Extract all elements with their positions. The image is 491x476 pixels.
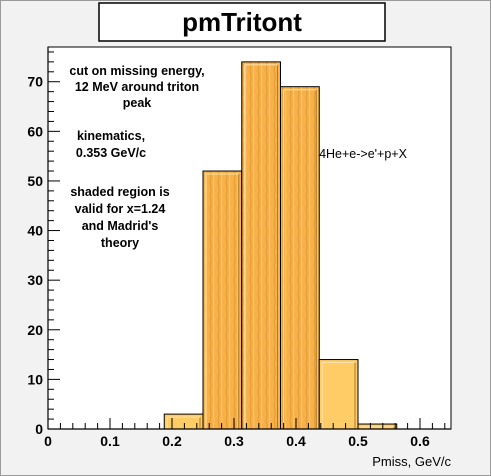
cut-text-line-2: 12 MeV around triton (75, 80, 199, 94)
histogram-bar (202, 170, 243, 430)
shaded-text-line-4: theory (101, 236, 139, 250)
x-tick-label: 0.2 (162, 433, 182, 449)
cut-text-line-3: peak (123, 96, 152, 110)
x-tick-label: 0.1 (100, 433, 120, 449)
y-tick-label: 60 (27, 123, 43, 139)
x-tick-label: 0.5 (348, 433, 368, 449)
kinematics-text-line-2: 0.353 GeV/c (76, 146, 146, 160)
histogram-bar (318, 359, 359, 430)
x-axis-label: Pmiss, GeV/c (372, 454, 451, 469)
reaction-text: 4He+e->e'+p+X (319, 147, 408, 161)
kinematics-text-line-1: kinematics, (77, 129, 145, 143)
histogram-bar (280, 86, 320, 430)
y-axis: 0 10 20 30 40 50 60 70 (27, 47, 60, 437)
y-tick-label: 10 (27, 371, 43, 387)
y-tick-label: 30 (27, 272, 43, 288)
x-tick-label: 0.6 (410, 433, 430, 449)
y-tick-label: 70 (27, 74, 43, 90)
x-tick-label: 0.4 (286, 433, 306, 449)
chart-title: pmTritont (182, 7, 302, 37)
y-tick-label: 50 (27, 173, 43, 189)
histogram-bar (241, 61, 281, 430)
x-tick-label: 0 (44, 433, 52, 449)
title-box (98, 2, 386, 42)
x-tick-label: 0.3 (224, 433, 244, 449)
shaded-text-line-2: valid for x=1.24 (75, 202, 166, 216)
y-tick-label: 0 (35, 421, 43, 437)
cut-text-line-1: cut on missing energy, (69, 64, 204, 78)
y-tick-label: 40 (27, 223, 43, 239)
shaded-text-line-1: shaded region is (70, 185, 169, 199)
y-tick-label: 20 (27, 322, 43, 338)
x-axis: 0 0.1 0.2 0.3 0.4 0.5 0.6 (44, 418, 451, 449)
shaded-text-line-3: and Madrid's (82, 219, 159, 233)
histogram-bar (357, 423, 398, 430)
